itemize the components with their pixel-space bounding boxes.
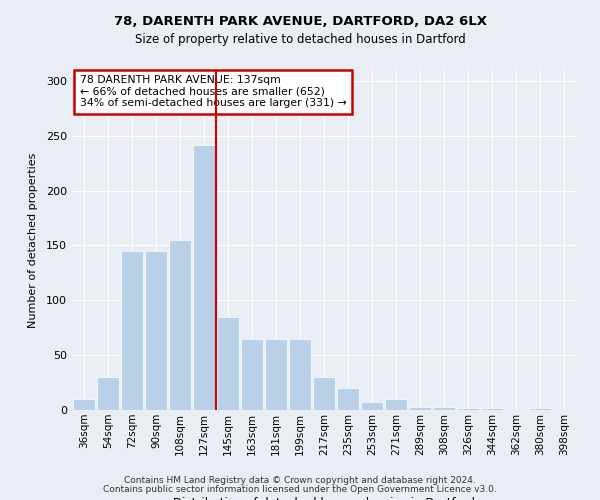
- Bar: [313, 377, 335, 410]
- Bar: [457, 408, 479, 410]
- Bar: [385, 399, 407, 410]
- X-axis label: Distribution of detached houses by size in Dartford: Distribution of detached houses by size …: [173, 496, 475, 500]
- Bar: [337, 388, 359, 410]
- Bar: [241, 338, 263, 410]
- Y-axis label: Number of detached properties: Number of detached properties: [28, 152, 38, 328]
- Bar: [73, 399, 95, 410]
- Bar: [289, 338, 311, 410]
- Bar: [433, 406, 455, 410]
- Bar: [481, 408, 503, 410]
- Text: 78 DARENTH PARK AVENUE: 137sqm
← 66% of detached houses are smaller (652)
34% of: 78 DARENTH PARK AVENUE: 137sqm ← 66% of …: [80, 75, 346, 108]
- Bar: [145, 251, 167, 410]
- Bar: [217, 317, 239, 410]
- Bar: [193, 144, 215, 410]
- Text: Size of property relative to detached houses in Dartford: Size of property relative to detached ho…: [134, 32, 466, 46]
- Bar: [121, 251, 143, 410]
- Bar: [97, 377, 119, 410]
- Text: Contains HM Land Registry data © Crown copyright and database right 2024.: Contains HM Land Registry data © Crown c…: [124, 476, 476, 485]
- Bar: [409, 406, 431, 410]
- Bar: [169, 240, 191, 410]
- Bar: [265, 338, 287, 410]
- Bar: [529, 408, 551, 410]
- Text: 78, DARENTH PARK AVENUE, DARTFORD, DA2 6LX: 78, DARENTH PARK AVENUE, DARTFORD, DA2 6…: [113, 15, 487, 28]
- Text: Contains public sector information licensed under the Open Government Licence v3: Contains public sector information licen…: [103, 485, 497, 494]
- Bar: [361, 402, 383, 410]
